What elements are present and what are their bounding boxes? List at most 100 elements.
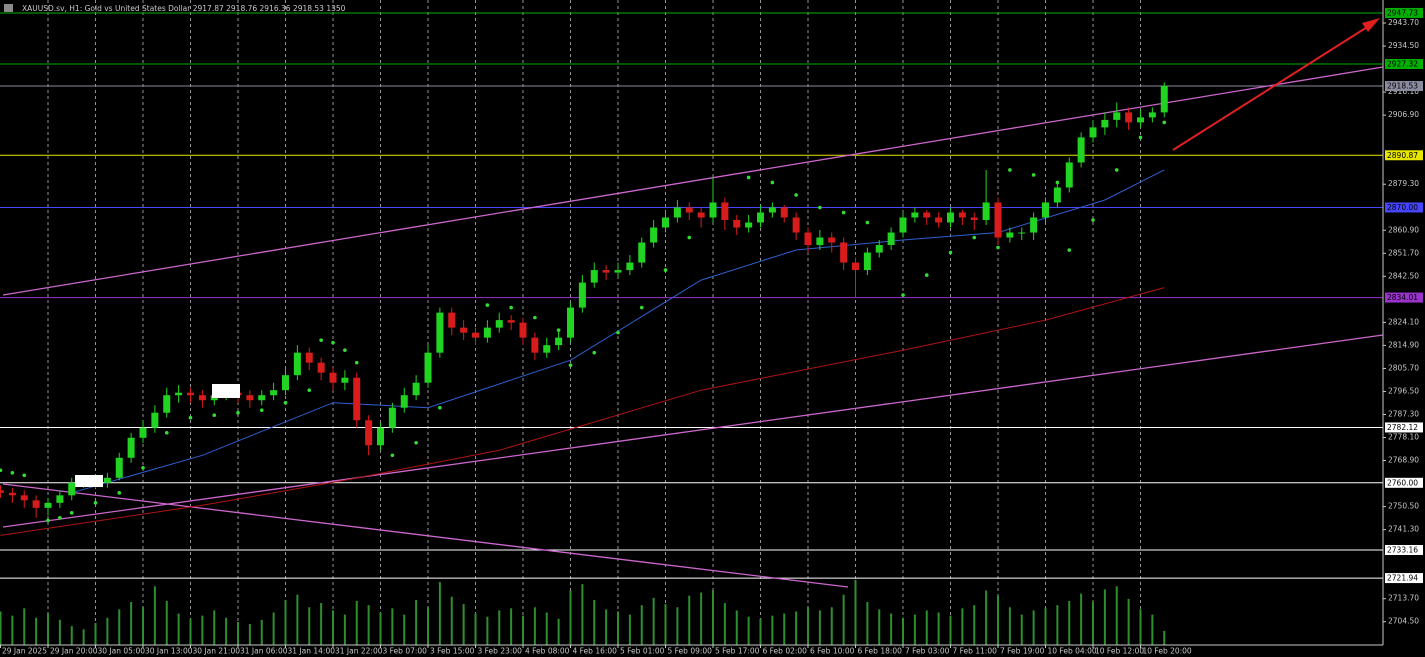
- level-label: 2733.16: [1387, 545, 1418, 554]
- volume-bar: [248, 624, 251, 645]
- candle-body: [899, 217, 907, 233]
- arrow-head: [1362, 18, 1380, 32]
- level-label: 2760.00: [1387, 478, 1418, 487]
- volume-bar: [1163, 630, 1166, 645]
- volume-bar: [949, 615, 952, 645]
- y-tick-label: 2879.30: [1388, 179, 1419, 188]
- candle-body: [1018, 232, 1026, 234]
- volume-bar: [367, 605, 370, 645]
- sar-dot: [485, 303, 490, 307]
- sar-dot: [46, 518, 50, 523]
- volume-bar: [723, 603, 726, 645]
- volume-bar: [1008, 607, 1011, 645]
- volume-bar: [58, 619, 61, 645]
- sar-dot: [354, 360, 359, 365]
- y-tick-label: 2916.10: [1388, 87, 1419, 96]
- volume-bar: [771, 615, 774, 645]
- candle-body: [840, 242, 848, 263]
- trendline: [2, 66, 1384, 296]
- volume-bar: [284, 599, 287, 645]
- volume-bar: [997, 595, 999, 645]
- volume-bar: [664, 604, 667, 645]
- y-tick-label: 2704.50: [1388, 617, 1419, 626]
- candle-body: [127, 437, 135, 458]
- volume-bar: [118, 609, 121, 645]
- marker: [212, 384, 240, 398]
- sar-dot: [794, 193, 798, 197]
- candle-body: [863, 252, 871, 271]
- candle-body: [1148, 112, 1156, 118]
- sar-dot: [1138, 135, 1143, 140]
- candle-body: [365, 420, 373, 446]
- candle-body: [175, 392, 183, 396]
- trendline: [2, 334, 1384, 528]
- candle-body: [1053, 187, 1061, 203]
- sar-dot: [1008, 168, 1012, 172]
- sar-dot: [283, 400, 288, 405]
- volume-bar: [153, 586, 156, 645]
- sar-dot: [141, 465, 145, 470]
- volume-bar: [1020, 614, 1023, 645]
- volume-bar: [676, 607, 679, 645]
- candle-body: [388, 407, 396, 428]
- volume-bar: [1080, 593, 1083, 645]
- y-tick-label: 2778.10: [1388, 433, 1419, 442]
- volume-bar: [308, 607, 311, 645]
- candle-body: [258, 395, 266, 401]
- sar-dot: [568, 363, 573, 367]
- sar-dot: [592, 350, 597, 355]
- sar-dot: [117, 491, 122, 495]
- sar-dot: [390, 453, 395, 458]
- volume: [0, 580, 1166, 645]
- candle-body: [816, 237, 824, 246]
- volume-bar: [343, 614, 346, 645]
- volume-bar: [890, 613, 893, 645]
- volume-bar: [818, 610, 821, 645]
- volume-bar: [1068, 600, 1071, 645]
- volume-bar: [878, 609, 881, 645]
- candle-body: [400, 395, 408, 408]
- candle-body: [412, 382, 420, 396]
- sar-dot: [1114, 168, 1119, 172]
- y-tick-label: 2750.50: [1388, 502, 1419, 511]
- x-tick-label: 30 Jan 13:00: [145, 647, 193, 656]
- x-tick-label: 7 Feb 03:00: [905, 647, 950, 656]
- volume-bar: [652, 597, 655, 645]
- x-tick-label: 3 Feb 15:00: [430, 647, 475, 656]
- y-tick-label: 2713.70: [1388, 594, 1419, 603]
- x-tick-label: 29 Jan 20:00: [50, 647, 98, 656]
- candle-body: [460, 327, 468, 333]
- y-tick-label: 2842.50: [1388, 271, 1419, 280]
- volume-bar: [533, 607, 536, 645]
- volume-bar: [593, 599, 596, 645]
- volume-bar: [830, 607, 833, 645]
- volume-bar: [973, 605, 976, 645]
- candle-body: [578, 282, 586, 308]
- level-label: 2918.53: [1387, 82, 1418, 91]
- volume-bar: [462, 604, 465, 645]
- y-tick-label: 2741.30: [1388, 525, 1419, 534]
- sar-dot: [948, 250, 953, 255]
- volume-bar: [1139, 609, 1142, 645]
- sar-dot: [10, 470, 15, 475]
- sar-dot: [0, 468, 3, 473]
- volume-bar: [640, 605, 643, 645]
- volume-bar: [106, 617, 109, 645]
- x-tick-label: 10 Feb 12:00: [1095, 647, 1144, 656]
- candle-body: [20, 495, 28, 501]
- x-tick-label: 31 Jan 22:00: [335, 647, 383, 656]
- x-tick-label: 10 Feb 04:00: [1048, 647, 1097, 656]
- sar-dot: [841, 210, 846, 215]
- candle-body: [935, 217, 943, 223]
- candle-body: [1042, 202, 1049, 218]
- candle-body: [163, 395, 171, 413]
- volume-bar: [130, 602, 133, 645]
- volume-bar: [0, 611, 2, 645]
- sar-dot: [509, 305, 513, 310]
- sar-dot: [343, 348, 347, 352]
- candle-body: [590, 270, 598, 283]
- level-label-box: [1385, 81, 1423, 92]
